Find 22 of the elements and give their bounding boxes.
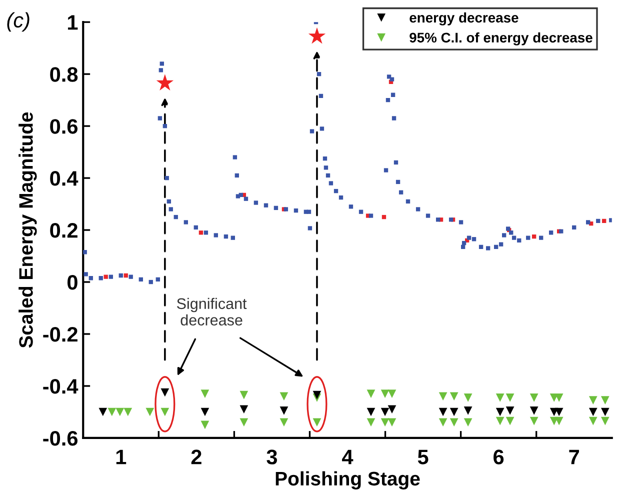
y-tick-label: 1 [68,15,78,30]
y-tick-label: 0 [68,275,78,290]
x-tick-label: 5 [418,450,428,464]
y-axis-title: Scaled Energy Magnitude [18,112,37,348]
x-tick-label: 4 [342,450,354,464]
y-tick-label: -0.6 [43,430,78,446]
x-tick-label: 3 [266,450,278,464]
x-tick-label: 1 [116,450,126,464]
y-tick-label: 0.2 [50,223,78,238]
y-tick-label: -0.2 [43,327,78,342]
legend-label: energy decrease [410,12,518,26]
chart-title: (c) [7,12,30,32]
annotation: Significant decrease [176,298,247,326]
y-tick-label: 0.6 [50,119,78,134]
x-tick-label: 6 [494,450,504,464]
y-tick-label: 0.4 [50,171,78,186]
x-tick-label: 2 [191,450,202,464]
x-axis-title: Polishing Stage [276,471,420,490]
y-tick-label: 0.8 [50,67,78,82]
y-tick-label: -0.4 [43,378,78,394]
legend-label: 95% C.I. of energy decrease [410,32,592,46]
x-tick-label: 7 [569,450,579,464]
